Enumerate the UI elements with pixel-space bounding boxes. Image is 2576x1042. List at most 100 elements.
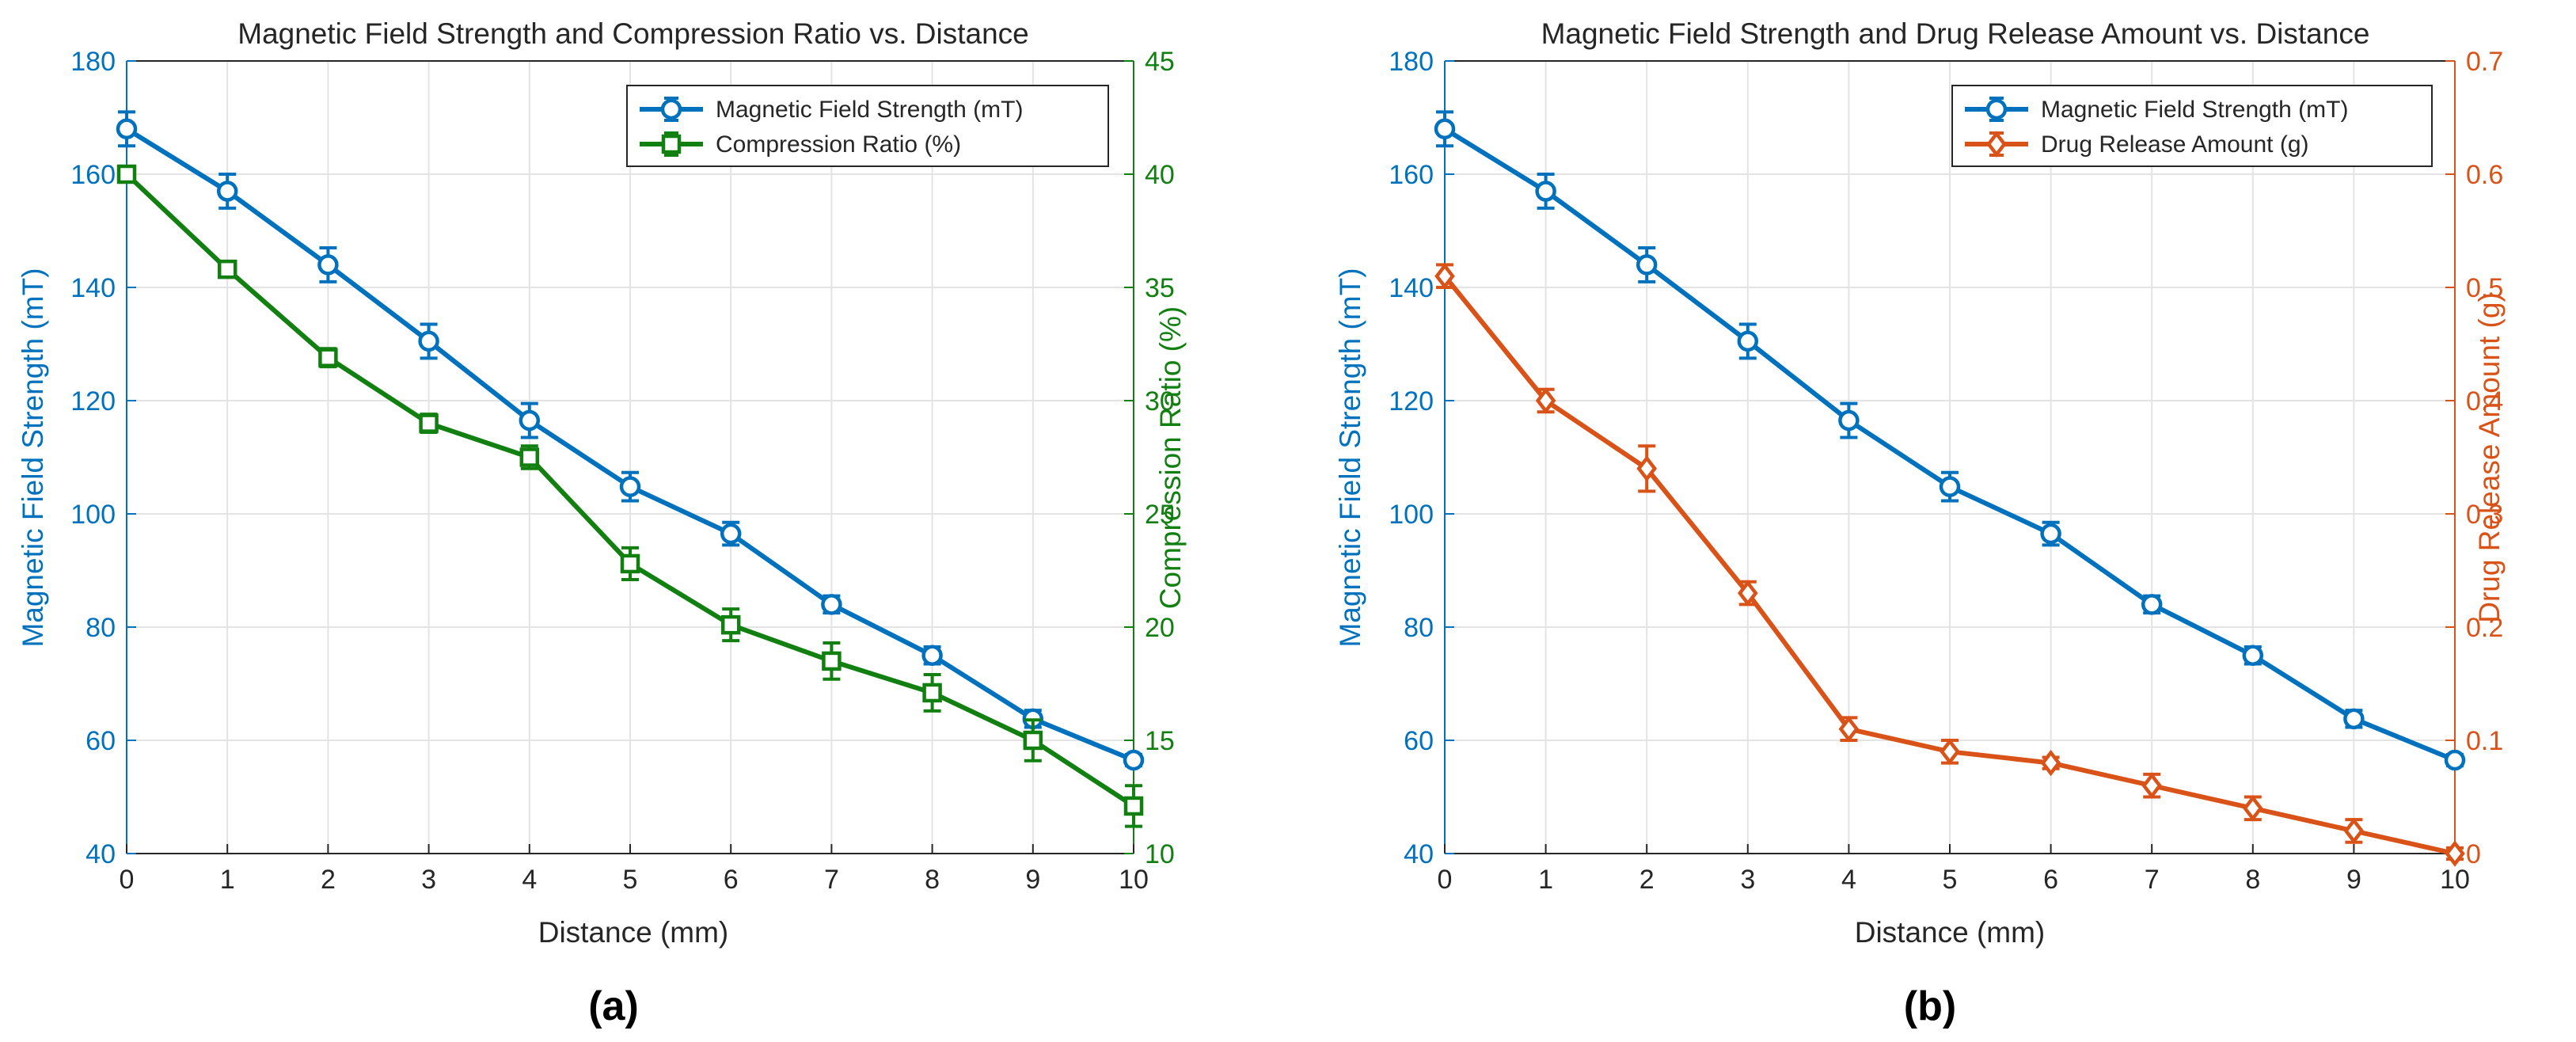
y-left-tick-label: 120 [70, 386, 116, 416]
y-left-tick-label: 60 [1404, 726, 1434, 756]
data-point [1940, 738, 1960, 765]
legend-box [1951, 85, 2433, 167]
data-point [317, 254, 339, 276]
series-circle [1434, 110, 2466, 771]
data-point [720, 523, 742, 545]
x-tick-label: 0 [120, 865, 135, 895]
y-right-tick-label: 0.1 [2466, 726, 2503, 756]
data-point [822, 651, 842, 671]
y-right-tick-label: 25 [1145, 500, 1175, 530]
data-point [1939, 476, 1961, 497]
legend-marker [1985, 98, 2008, 120]
x-tick-label: 6 [2043, 865, 2058, 895]
y-left-tick-label: 60 [85, 726, 116, 756]
chart-a-xlabel: Distance (mm) [538, 916, 729, 949]
y-right-tick-label: 0.6 [2466, 160, 2503, 190]
y-right-tick-label: 0 [2466, 839, 2481, 869]
legend: Magnetic Field Strength (mT) Drug Release… [1951, 85, 2433, 167]
panel-a: Magnetic Field Strength and Compression … [17, 17, 1187, 1029]
y-right-tick-label: 20 [1145, 613, 1175, 643]
y-right-tick-label: 0.4 [2466, 386, 2503, 416]
x-tick-label: 1 [220, 865, 235, 895]
y-right-tick-label: 0.3 [2466, 500, 2503, 530]
y-right-tick-label: 40 [1145, 160, 1175, 190]
y-right-tick-label: 0.2 [2466, 613, 2503, 643]
data-point [2141, 594, 2163, 615]
data-point [419, 413, 439, 433]
series-diamond [1434, 263, 2465, 867]
data-point [2343, 708, 2365, 730]
legend-label: Magnetic Field Strength (mT) [716, 97, 1023, 123]
series-circle [116, 110, 1145, 771]
data-point [1838, 409, 1860, 432]
data-point [1434, 118, 1456, 140]
data-point [1123, 749, 1145, 771]
data-point [318, 348, 338, 367]
y-left-tick-label: 180 [70, 47, 116, 77]
series-square [116, 164, 1144, 828]
data-point [2242, 795, 2263, 822]
legend-marker [660, 98, 682, 120]
data-point [519, 447, 540, 467]
legend-label: Magnetic Field Strength (mT) [2041, 97, 2348, 123]
data-point [620, 553, 640, 574]
legend-marker [1986, 131, 2007, 158]
data-point [2242, 645, 2264, 666]
x-tick-label: 4 [522, 865, 537, 895]
x-tick-label: 3 [421, 865, 436, 895]
y-left-tick-label: 120 [1389, 386, 1434, 416]
y-left-tick-label: 160 [1389, 160, 1434, 190]
y-left-tick-label: 80 [1404, 613, 1434, 643]
data-point [216, 181, 238, 202]
x-tick-label: 10 [1119, 865, 1149, 895]
data-point [921, 645, 943, 666]
x-tick-label: 5 [1943, 865, 1958, 895]
x-tick-label: 2 [1639, 865, 1655, 895]
y-right-tick-label: 0.7 [2466, 47, 2503, 77]
data-point [1737, 580, 1758, 607]
data-point [2445, 840, 2465, 867]
chart-b-xlabel: Distance (mm) [1855, 916, 2046, 949]
grid [126, 60, 1134, 854]
y-left-tick-label: 80 [85, 613, 116, 643]
x-tick-label: 8 [2245, 865, 2260, 895]
x-tick-label: 2 [321, 865, 336, 895]
chart-b-ylabel-right: Drug Release Amount (g) [2473, 292, 2506, 622]
data-point [1535, 387, 1556, 414]
x-tick-label: 5 [623, 865, 638, 895]
data-point [1023, 730, 1043, 751]
data-point [418, 330, 439, 352]
x-tick-label: 10 [2440, 865, 2470, 895]
y-left-tick-label: 160 [70, 160, 116, 190]
data-point [720, 614, 741, 635]
y-right-tick-label: 45 [1145, 47, 1175, 77]
data-point [1636, 254, 1658, 276]
x-tick-label: 1 [1538, 865, 1553, 895]
x-tick-label: 3 [1740, 865, 1755, 895]
x-tick-label: 7 [824, 865, 839, 895]
data-point [116, 164, 137, 184]
data-point [1636, 455, 1658, 482]
y-left-tick-label: 180 [1389, 47, 1434, 77]
y-left-tick-label: 40 [85, 839, 116, 869]
data-point [1434, 263, 1455, 290]
data-point [2444, 749, 2466, 771]
x-tick-label: 6 [724, 865, 739, 895]
y-left-tick-label: 40 [1404, 839, 1434, 869]
data-point [2141, 772, 2163, 799]
grid [1444, 60, 2456, 854]
data-point [116, 118, 138, 140]
legend-box [626, 85, 1109, 167]
y-right-tick-label: 10 [1145, 839, 1175, 869]
y-left-tick-label: 140 [70, 273, 116, 303]
y-right-tick-label: 35 [1145, 273, 1175, 303]
chart-a-ylabel-right: Compression Ratio (%) [1154, 306, 1187, 609]
data-point [2040, 749, 2061, 777]
data-point [619, 476, 641, 497]
data-point [2343, 817, 2365, 845]
x-tick-label: 8 [925, 865, 940, 895]
chart-b-title: Magnetic Field Strength and Drug Release… [1541, 17, 2370, 50]
chart-b-panel-label: (b) [1904, 983, 1956, 1029]
x-tick-label: 9 [2346, 865, 2361, 895]
